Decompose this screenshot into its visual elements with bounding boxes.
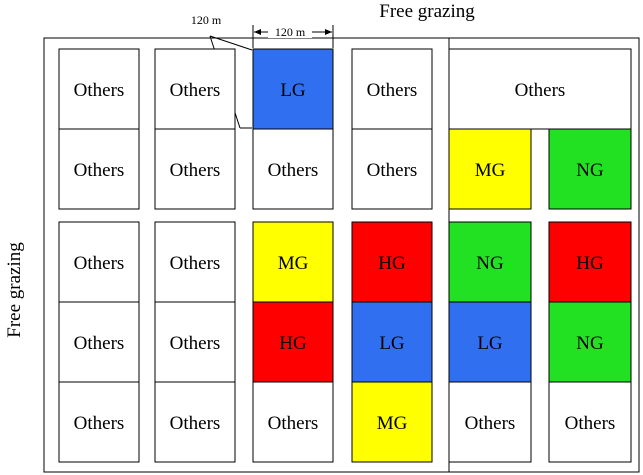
plot-cell	[448, 221, 532, 303]
plot-cell	[154, 301, 236, 383]
plot-label: Others	[565, 413, 616, 434]
plot-others: Others	[58, 221, 140, 303]
plot-others: Others	[448, 48, 632, 130]
plot-cell	[351, 381, 433, 463]
plot-label: LG	[280, 80, 306, 101]
plot-label: HG	[279, 333, 307, 354]
plot-grid: Others Others LG Others Others Others Others Ot…	[58, 48, 632, 463]
plot-mg: MG	[351, 381, 433, 463]
plot-label: MG	[475, 160, 506, 181]
plot-label: HG	[576, 253, 604, 274]
plot-cell	[252, 301, 334, 383]
plot-hg: HG	[548, 221, 632, 303]
plot-cell	[58, 221, 140, 303]
plot-cell	[448, 128, 532, 210]
plot-cell	[58, 301, 140, 383]
width-dimension-label: 120 m	[275, 25, 306, 39]
plot-ng: NG	[548, 128, 632, 210]
plot-others: Others	[154, 221, 236, 303]
plot-label: HG	[378, 253, 406, 274]
plot-label: Others	[74, 253, 125, 274]
plot-label: NG	[576, 333, 604, 354]
plot-label: Others	[268, 413, 319, 434]
plot-label: Others	[170, 413, 221, 434]
plot-label: MG	[278, 253, 309, 274]
plot-ng: NG	[548, 301, 632, 383]
plot-label: Others	[170, 333, 221, 354]
plot-others: Others	[252, 128, 334, 210]
plot-label: Others	[367, 80, 418, 101]
plot-cell	[58, 128, 140, 210]
plot-others: Others	[154, 128, 236, 210]
plot-cell	[58, 48, 140, 130]
plot-hg: HG	[351, 221, 433, 303]
side-dimension-label: 120 m	[191, 13, 222, 27]
plot-label: LG	[379, 333, 405, 354]
plot-others: Others	[154, 301, 236, 383]
plot-cell	[154, 221, 236, 303]
plot-lg: LG	[252, 48, 334, 130]
plot-cell	[252, 128, 334, 210]
plot-cell	[448, 301, 532, 383]
plot-others: Others	[58, 301, 140, 383]
plot-label: Others	[268, 160, 319, 181]
plot-others: Others	[154, 48, 236, 130]
width-dimension: 120 m	[252, 24, 334, 48]
plot-cell	[351, 221, 433, 303]
plot-others: Others	[58, 128, 140, 210]
plot-cell	[448, 381, 532, 463]
plot-label: Others	[74, 80, 125, 101]
plot-others: Others	[351, 128, 433, 210]
plot-cell	[154, 381, 236, 463]
plot-others: Others	[351, 48, 433, 130]
plot-cell	[548, 301, 632, 383]
left-edge-label: Free grazing	[4, 242, 25, 338]
plot-cell	[548, 128, 632, 210]
plot-label: Others	[465, 413, 516, 434]
plot-cell	[252, 381, 334, 463]
plot-hg: HG	[252, 301, 334, 383]
plot-label: Others	[74, 413, 125, 434]
plot-ng: NG	[448, 221, 532, 303]
plot-mg: MG	[448, 128, 532, 210]
plot-cell	[448, 48, 632, 130]
plot-label: Others	[74, 160, 125, 181]
plot-others: Others	[58, 48, 140, 130]
plot-mg: MG	[252, 221, 334, 303]
plot-label: Others	[170, 253, 221, 274]
plot-lg: LG	[448, 301, 532, 383]
plot-cell	[252, 221, 334, 303]
plot-label: Others	[367, 160, 418, 181]
plot-label: NG	[576, 160, 604, 181]
plot-cell	[154, 128, 236, 210]
plot-cell	[548, 221, 632, 303]
plot-label: MG	[377, 413, 408, 434]
plot-cell	[351, 128, 433, 210]
plot-cell	[548, 381, 632, 463]
plot-label: Others	[170, 160, 221, 181]
top-edge-label: Free grazing	[379, 1, 475, 22]
plot-lg: LG	[351, 301, 433, 383]
plot-others: Others	[154, 381, 236, 463]
plot-label: NG	[476, 253, 504, 274]
plot-cell	[351, 301, 433, 383]
plot-label: Others	[515, 80, 566, 101]
plot-others: Others	[548, 381, 632, 463]
plot-cell	[58, 381, 140, 463]
field-boundary	[43, 37, 640, 473]
plot-others: Others	[252, 381, 334, 463]
plot-others: Others	[448, 381, 532, 463]
plot-label: LG	[477, 333, 503, 354]
plot-others: Others	[58, 381, 140, 463]
plot-label: Others	[170, 80, 221, 101]
plot-label: Others	[74, 333, 125, 354]
